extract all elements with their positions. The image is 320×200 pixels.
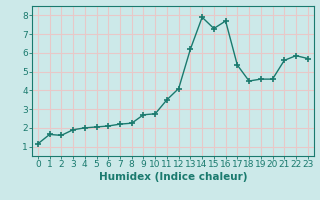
X-axis label: Humidex (Indice chaleur): Humidex (Indice chaleur) xyxy=(99,172,247,182)
